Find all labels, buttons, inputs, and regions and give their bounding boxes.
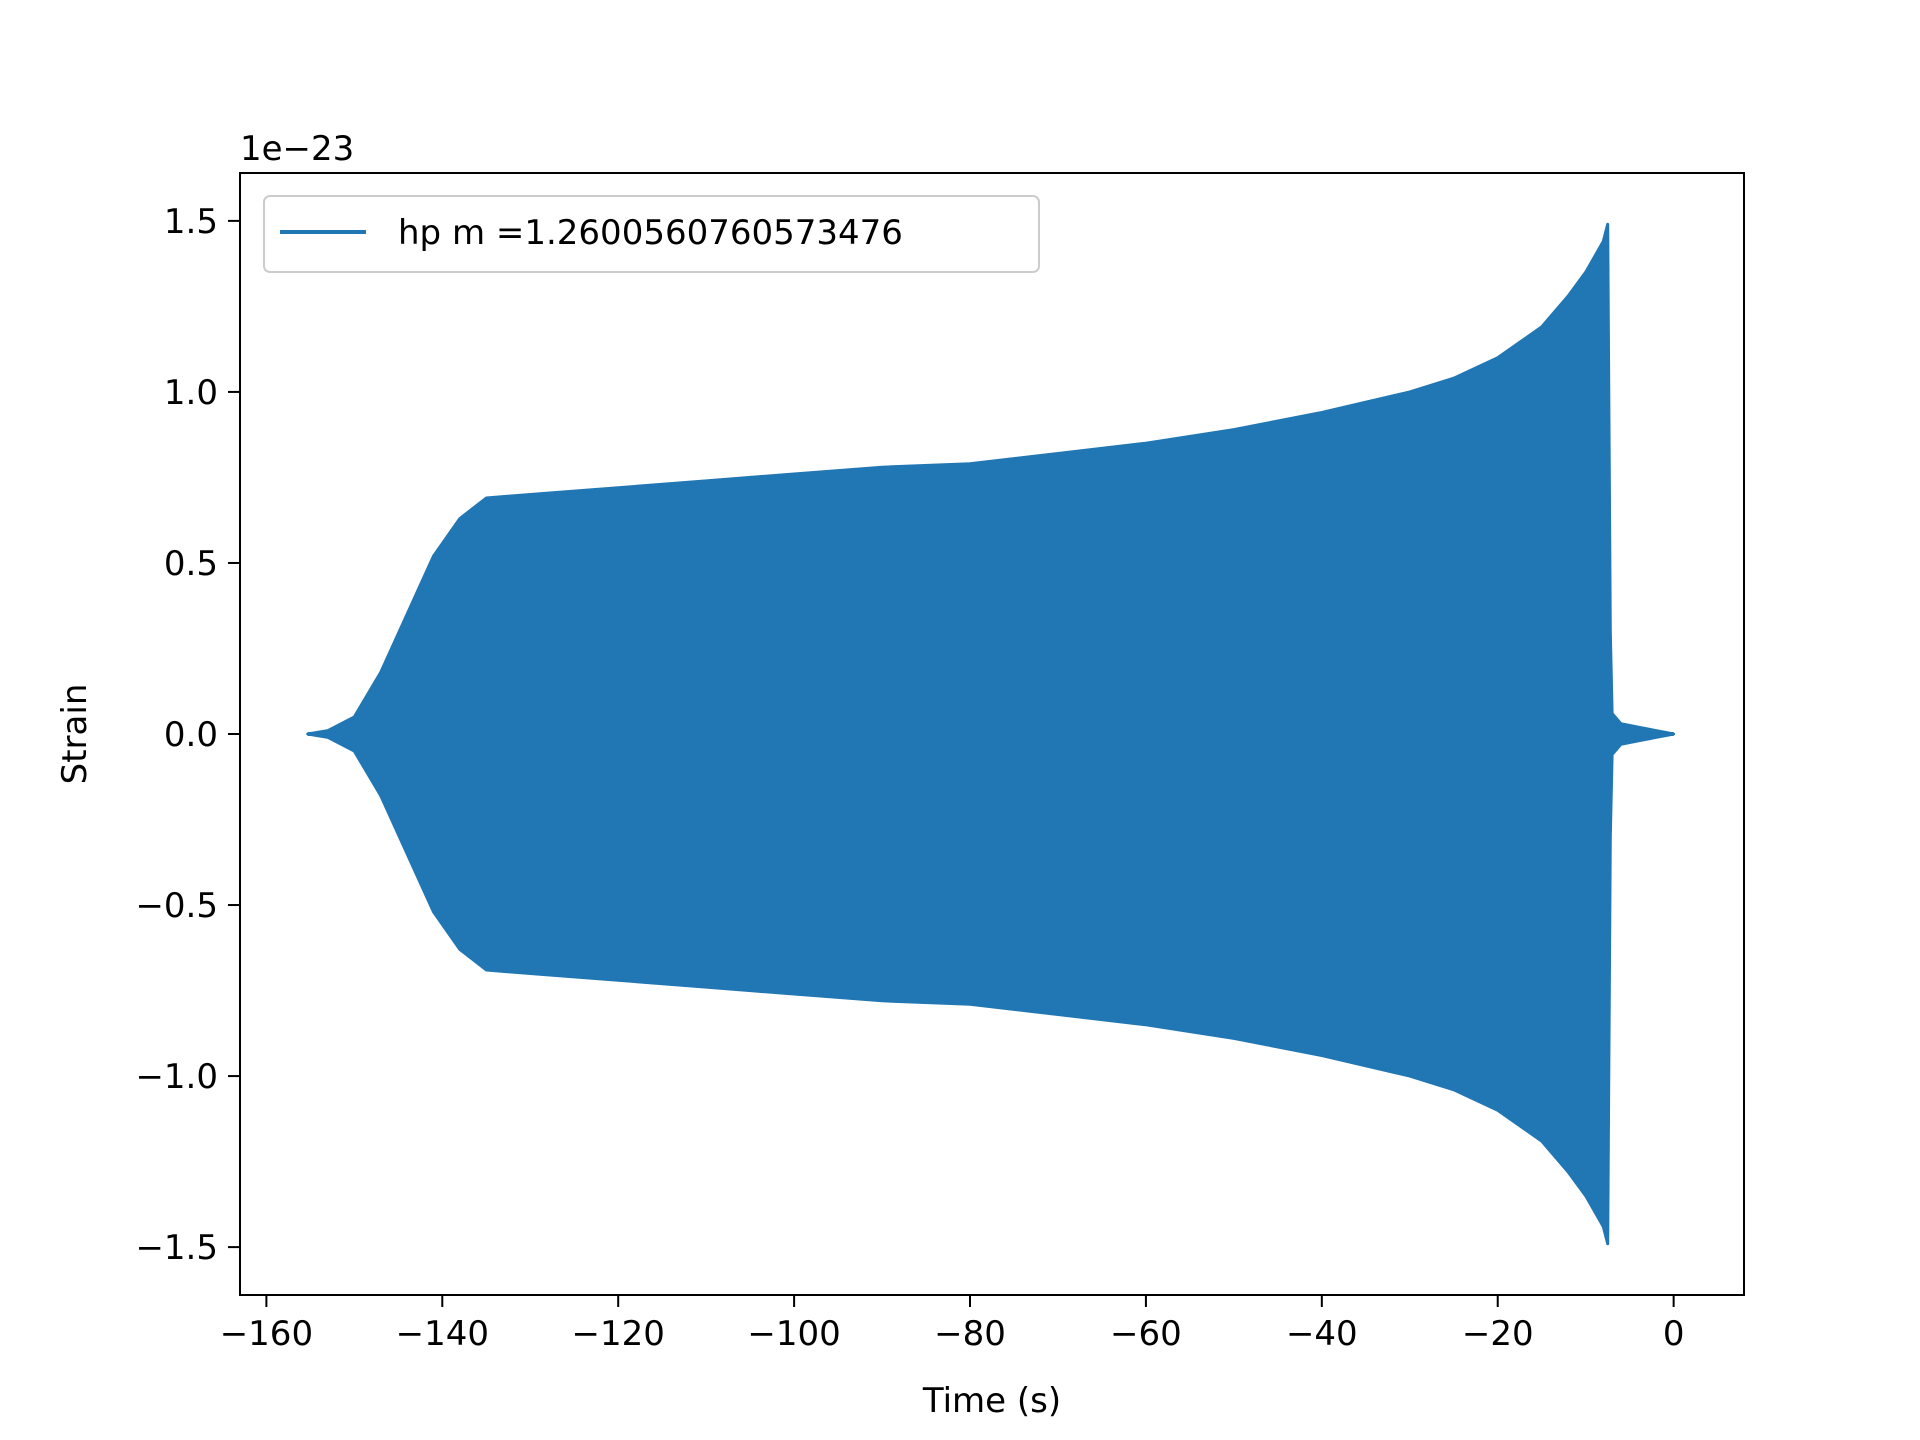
y-axis-ticks: −1.5 −1.0 −0.5 0.0 0.5 1.0 1.5 xyxy=(135,202,240,1268)
y-axis-label: Strain xyxy=(55,684,95,785)
x-tick-label: 0 xyxy=(1663,1314,1685,1354)
x-tick-label: −20 xyxy=(1462,1314,1534,1354)
y-tick-label: 0.5 xyxy=(164,544,218,584)
y-tick-label: 0.0 xyxy=(164,715,218,755)
x-tick-label: −120 xyxy=(572,1314,665,1354)
x-axis-ticks: −160 −140 −120 −100 −80 −60 −40 −20 0 xyxy=(220,1295,1685,1354)
y-tick-label: −1.0 xyxy=(135,1057,218,1097)
y-tick-label: −1.5 xyxy=(135,1228,218,1268)
legend-box xyxy=(263,195,1040,273)
x-tick-label: −40 xyxy=(1286,1314,1358,1354)
x-tick-label: −80 xyxy=(934,1314,1006,1354)
x-axis-label: Time (s) xyxy=(922,1381,1061,1421)
x-tick-label: −160 xyxy=(220,1314,313,1354)
y-tick-label: 1.5 xyxy=(164,202,218,242)
y-tick-label: −0.5 xyxy=(135,886,218,926)
x-tick-label: −100 xyxy=(747,1314,840,1354)
y-tick-label: 1.0 xyxy=(164,373,218,413)
waveform-series xyxy=(306,222,1676,1246)
legend: hp m =1.2600560760573476 xyxy=(263,195,1040,273)
x-tick-label: −140 xyxy=(396,1314,489,1354)
legend-entry-hp: hp m =1.2600560760573476 xyxy=(398,213,903,253)
y-offset-label: 1e−23 xyxy=(240,129,354,169)
x-tick-label: −60 xyxy=(1110,1314,1182,1354)
